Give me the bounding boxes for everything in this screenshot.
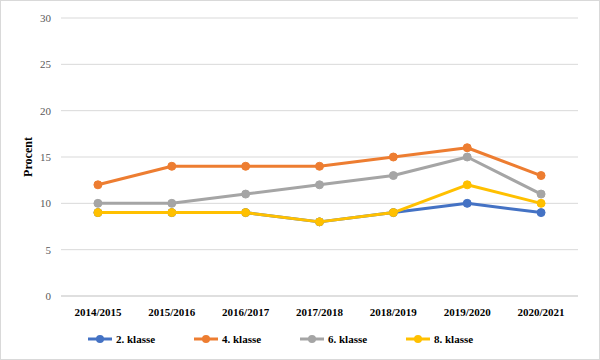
series-marker — [537, 209, 545, 217]
series-marker — [463, 144, 471, 152]
legend-marker — [202, 335, 210, 343]
legend-marker — [96, 335, 104, 343]
grid-line — [61, 249, 578, 250]
y-tick-label: 30 — [40, 12, 52, 24]
series-marker — [316, 162, 324, 170]
series-marker — [463, 199, 471, 207]
legend-label: 4. klasse — [222, 333, 261, 345]
chart-svg: 0 5 10 15 20 25 30 Procent 2014/2015 2015/2016 201… — [0, 0, 600, 360]
legend-label: 6. klasse — [328, 333, 367, 345]
series-group — [94, 144, 545, 226]
series-marker — [316, 218, 324, 226]
series-marker — [316, 181, 324, 189]
grid-line — [61, 157, 578, 158]
legend: 2. klasse 4. klasse 6. klasse 8. klasse — [88, 333, 473, 345]
y-tick-label: 25 — [40, 58, 52, 70]
series-marker — [463, 153, 471, 161]
x-tick-label: 2019/2020 — [444, 306, 492, 318]
series-marker — [168, 162, 176, 170]
y-tick-label: 20 — [40, 105, 52, 117]
series-marker — [389, 172, 397, 180]
x-tick-label: 2016/2017 — [222, 306, 270, 318]
chart-container: 0 5 10 15 20 25 30 Procent 2014/2015 2015/2016 201… — [0, 0, 600, 360]
y-tick-label: 5 — [46, 244, 52, 256]
series-marker — [94, 199, 102, 207]
x-tick-label: 2015/2016 — [148, 306, 196, 318]
series-marker — [389, 153, 397, 161]
series-marker — [94, 181, 102, 189]
chart-frame — [1, 1, 600, 360]
series-line — [98, 185, 541, 222]
grid-line — [61, 18, 578, 19]
series-line — [98, 148, 541, 185]
y-axis-label: Procent — [21, 137, 35, 177]
series-marker — [242, 190, 250, 198]
series-marker — [242, 209, 250, 217]
grid-line — [61, 64, 578, 65]
x-tick-label: 2017/2018 — [296, 306, 344, 318]
series-marker — [94, 209, 102, 217]
grid-line — [61, 296, 578, 297]
series-marker — [463, 181, 471, 189]
legend-label: 8. klasse — [434, 333, 473, 345]
y-tick-label: 0 — [46, 290, 52, 302]
series-marker — [94, 209, 102, 217]
x-tick-label: 2014/2015 — [74, 306, 122, 318]
x-tick-label: 2018/2019 — [370, 306, 418, 318]
series-marker — [242, 209, 250, 217]
grid-line — [61, 110, 578, 111]
y-tick-label: 15 — [40, 151, 52, 163]
y-tick-label: 10 — [40, 197, 52, 209]
series-marker — [242, 162, 250, 170]
series-marker — [168, 209, 176, 217]
series-marker — [389, 209, 397, 217]
legend-marker — [414, 335, 422, 343]
series-marker — [168, 199, 176, 207]
series-marker — [537, 190, 545, 198]
series-marker — [537, 199, 545, 207]
series-marker — [537, 172, 545, 180]
x-tick-label: 2020/2021 — [518, 306, 565, 318]
legend-marker — [308, 335, 316, 343]
series-marker — [389, 209, 397, 217]
series-marker — [316, 218, 324, 226]
legend-label: 2. klasse — [116, 333, 155, 345]
series-line — [98, 157, 541, 203]
series-marker — [168, 209, 176, 217]
